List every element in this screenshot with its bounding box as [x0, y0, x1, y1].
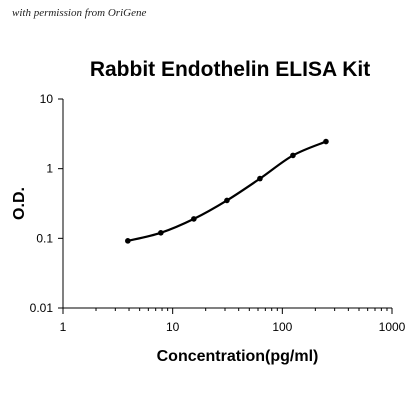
data-point: [224, 197, 230, 204]
y-axis-label: O.D.: [11, 187, 28, 220]
x-tick-label: 1: [60, 320, 67, 334]
y-tick-label: 10: [40, 92, 54, 106]
permission-watermark: with permission from OriGene: [12, 7, 147, 19]
data-series: [125, 138, 329, 244]
data-point: [257, 175, 263, 182]
axes: 0.01 0.1 1 10 1 10 100 1000: [30, 92, 406, 334]
standard-curve-line: [127, 140, 327, 242]
y-tick-label: 0.1: [36, 231, 53, 245]
data-point: [158, 230, 164, 236]
y-tick-label: 1: [46, 162, 53, 176]
x-tick-label: 10: [166, 320, 180, 334]
chart-title: Rabbit Endothelin ELISA Kit: [89, 58, 371, 81]
x-axis-label: Concentration(pg/ml): [157, 348, 319, 365]
data-point: [290, 152, 296, 159]
data-point: [323, 138, 329, 145]
data-point: [191, 216, 197, 222]
x-tick-label: 1000: [379, 320, 406, 334]
data-point: [125, 238, 131, 244]
x-tick-label: 100: [272, 320, 292, 334]
y-tick-label: 0.01: [30, 301, 54, 315]
